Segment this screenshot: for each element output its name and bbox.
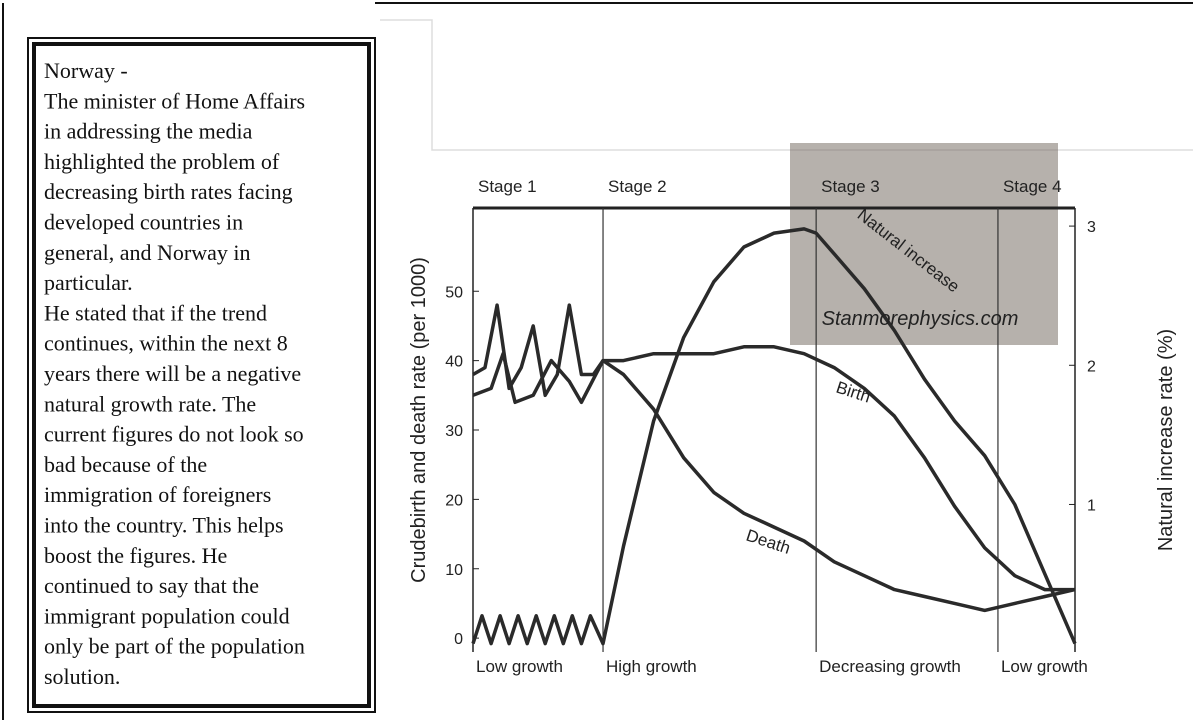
text-line: in addressing the media	[44, 119, 253, 144]
text-line: bad because of the	[44, 452, 207, 477]
text-line: Norway -	[44, 58, 128, 83]
text-line: The minister of Home Affairs	[44, 88, 305, 113]
frame-outline	[380, 19, 1193, 151]
text-line: developed countries in	[44, 210, 243, 235]
series-line	[472, 345, 1075, 592]
y-tick-label: 0	[454, 631, 463, 648]
text-line: solution.	[44, 664, 120, 689]
text-line: natural growth rate. The	[44, 391, 256, 416]
growth-label: Low growth	[1001, 657, 1088, 676]
text-box-inner	[32, 42, 371, 708]
y-tick-label: 10	[445, 562, 463, 579]
text-line: into the country. This helps	[44, 513, 284, 538]
watermark-text: Stanmorephysics.com	[822, 308, 1019, 330]
text-line: decreasing birth rates facing	[44, 179, 293, 204]
text-line: immigrant population could	[44, 603, 290, 628]
stage-label: Stage 2	[608, 177, 667, 196]
series-line	[472, 303, 1076, 613]
stage-label: Stage 3	[821, 177, 880, 196]
y-tick-label: 20	[445, 492, 463, 509]
series-line	[471, 227, 1077, 646]
text-line: continues, within the next 8	[44, 331, 288, 356]
text-line: He stated that if the trend	[44, 300, 267, 325]
text-line: boost the figures. He	[44, 543, 227, 568]
curve-annotation: Birth	[834, 378, 873, 407]
text-line: general, and Norway in	[44, 240, 250, 265]
y2-tick-label: 1	[1087, 497, 1096, 514]
text-line: particular.	[44, 270, 133, 295]
y2-tick-label: 2	[1087, 358, 1096, 375]
y2-tick-label: 3	[1087, 219, 1096, 236]
text-line: highlighted the problem of	[44, 149, 280, 174]
stage-label: Stage 1	[478, 177, 537, 196]
stage-label: Stage 4	[1003, 177, 1062, 196]
text-box-outer	[27, 37, 376, 713]
growth-label: High growth	[606, 657, 697, 676]
y-tick-label: 30	[445, 423, 463, 440]
y-tick-label: 50	[445, 284, 463, 301]
y-axis-label: Crudebirth and death rate (per 1000)	[408, 257, 430, 583]
text-box: Norway - The minister of Home Affairs in a…	[44, 58, 305, 689]
text-line: continued to say that the	[44, 573, 259, 598]
y-tick-label: 40	[445, 354, 463, 371]
y2-axis-label: Natural increase rate (%)	[1155, 329, 1177, 551]
chart: 0 10 20 30 40 50 1 2 3 Stage 1 Stage 2 Stage 3 Stage…	[408, 143, 1177, 676]
growth-label: Decreasing growth	[819, 657, 961, 676]
text-line: only be part of the population	[44, 634, 305, 659]
text-line: current figures do not look so	[44, 422, 304, 447]
text-line: immigration of foreigners	[44, 482, 271, 507]
text-line: years there will be a negative	[44, 361, 301, 386]
watermark-photo	[790, 143, 1058, 345]
growth-label: Low growth	[476, 657, 563, 676]
